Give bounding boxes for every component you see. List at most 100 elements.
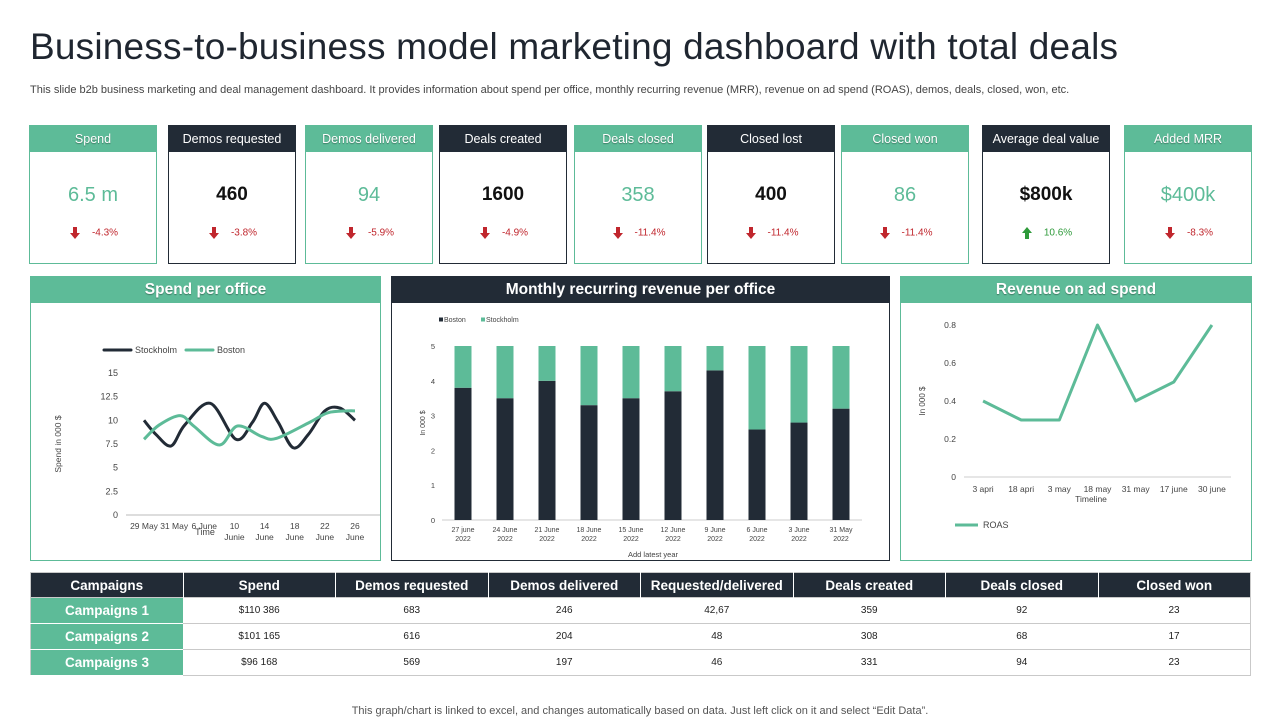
y-tick-label: 0.2 — [944, 434, 956, 444]
kpi-card-demos-requested: Demos requested 460 -3.8% — [168, 125, 296, 264]
page-subtitle: This slide b2b business marketing and de… — [30, 84, 1070, 96]
kpi-card-deals-closed: Deals closed 358 -11.4% — [574, 125, 702, 264]
x-tick-label: 9 June 2022 — [704, 527, 725, 543]
x-tick-label: 31 May 2022 — [830, 527, 853, 543]
legend-label: ROAS — [983, 520, 1009, 530]
bar-boston — [832, 408, 850, 520]
bar-stockholm — [496, 346, 514, 399]
kpi-change: -5.9% — [306, 226, 432, 240]
table-cell: 17 — [1098, 623, 1251, 650]
x-axis-title: Time — [195, 527, 215, 537]
table-cell: 308 — [793, 623, 946, 650]
x-tick-label: 26 June — [346, 521, 365, 542]
x-tick-label: 12 June 2022 — [661, 527, 686, 543]
x-tick-label: 18 may — [1084, 484, 1113, 494]
table-cell: $96 168 — [183, 649, 336, 676]
bar-boston — [664, 391, 682, 520]
kpi-card-deals-created: Deals created 1600 -4.9% — [439, 125, 567, 264]
table-cell: 204 — [488, 623, 641, 650]
x-tick-label: 6 June 2022 — [746, 527, 767, 543]
table-cell: 683 — [335, 597, 488, 624]
table-cell: $101 165 — [183, 623, 336, 650]
bar-stockholm — [622, 346, 640, 399]
bar-stockholm — [454, 346, 472, 388]
kpi-label: Spend — [30, 126, 156, 152]
roas-chart: 0 0.2 0.4 0.6 0.8 3 apri 18 apri 3 may 18 may 31 … — [918, 320, 1231, 530]
table-header-cell: Closed won — [1098, 572, 1251, 598]
table-row: Campaigns 2 $101 165 616 204 48 308 68 17 — [30, 623, 1251, 650]
table-row: Campaigns 3 $96 168 569 197 46 331 94 23 — [30, 649, 1251, 676]
x-tick-label: 24 June 2022 — [493, 527, 518, 543]
x-tick-label: 17 june — [1160, 484, 1188, 494]
footer-note: This graph/chart is linked to excel, and… — [351, 705, 929, 717]
table-cell: 46 — [640, 649, 793, 676]
kpi-change: -8.3% — [1125, 226, 1251, 240]
legend-swatch — [481, 317, 485, 322]
y-tick-label: 1 — [431, 481, 435, 490]
table-cell: 359 — [793, 597, 946, 624]
kpi-label: Deals closed — [575, 126, 701, 152]
bar-boston — [748, 429, 766, 520]
y-tick-label: 12.5 — [100, 392, 118, 402]
bar-boston — [538, 380, 556, 520]
table-header-cell: Demos delivered — [488, 572, 641, 598]
legend-label: Stockholm — [135, 345, 177, 355]
table-cell: $110 386 — [183, 597, 336, 624]
kpi-change-text: -4.9% — [501, 227, 529, 239]
arrow-down-icon — [1164, 227, 1175, 239]
table-row-header: Campaigns 3 — [30, 649, 183, 676]
table-cell: 616 — [335, 623, 488, 650]
x-tick-label: 22 June — [316, 521, 335, 542]
y-axis-title: In 000 $ — [918, 386, 927, 415]
roas-title: Revenue on ad spend — [901, 277, 1251, 303]
y-tick-label: 3 — [431, 412, 435, 421]
y-tick-label: 7.5 — [105, 439, 118, 449]
x-tick-label: 29 May — [130, 521, 159, 531]
y-axis-title: In 000 $ — [420, 410, 427, 435]
y-tick-label: 4 — [431, 377, 435, 386]
kpi-value: 400 — [755, 184, 787, 205]
table-header-row: Campaigns Spend Demos requested Demos deliv… — [30, 572, 1251, 598]
kpi-value: 358 — [621, 184, 655, 206]
y-tick-label: 0 — [431, 516, 435, 525]
x-tick-label: 18 June — [285, 521, 304, 542]
y-tick-label: 0 — [113, 510, 118, 520]
series-line-boston — [142, 409, 356, 447]
kpi-card-closed-won: Closed won 86 -11.4% — [841, 125, 969, 264]
bar-stockholm — [538, 346, 556, 381]
y-tick-label: 5 — [113, 463, 118, 473]
kpi-change-text: -11.4% — [634, 227, 666, 239]
spend-per-office-chart: 0 2.5 5 7.5 10 12.5 15 29 May 31 May 6 June 10 Juni… — [53, 345, 380, 542]
table-header-cell: Deals created — [793, 572, 946, 598]
arrow-down-icon — [612, 227, 623, 239]
table-cell: 94 — [945, 649, 1098, 676]
table-row-header: Campaigns 1 — [30, 597, 183, 624]
bar-boston — [790, 422, 808, 520]
x-tick-label: 27 june 2022 — [452, 527, 475, 543]
y-tick-label: 0.4 — [944, 396, 956, 406]
table-header-cell: Deals closed — [945, 572, 1099, 598]
kpi-change-text: -11.4% — [901, 227, 933, 239]
page-title: Business-to-business model marketing das… — [30, 26, 1119, 67]
kpi-label: Demos requested — [169, 126, 295, 152]
kpi-label: Closed won — [842, 126, 968, 152]
kpi-card-spend: Spend 6.5 m -4.3% — [29, 125, 157, 264]
kpi-change-text: -5.9% — [367, 227, 395, 239]
y-tick-label: 0 — [951, 472, 956, 482]
bar-boston — [622, 398, 640, 520]
kpi-change: -4.9% — [440, 226, 566, 240]
bar-boston — [706, 370, 724, 520]
table-cell: 569 — [335, 649, 488, 676]
kpi-change-text: 10.6% — [1043, 227, 1073, 239]
table-body: Campaigns 1 $110 386 683 246 42,67 359 92 23 Cam… — [30, 597, 1251, 676]
kpi-value: 94 — [357, 184, 381, 206]
x-tick-label: 6 June — [192, 521, 218, 531]
legend-label: Stockholm — [486, 317, 519, 324]
bar-stockholm — [706, 346, 724, 371]
x-tick-label: 3 may — [1048, 484, 1072, 494]
mrr-per-office-title: Monthly recurring revenue per office — [392, 277, 889, 303]
arrow-down-icon — [69, 227, 80, 239]
kpi-change: -4.3% — [30, 226, 156, 240]
kpi-change-text: -4.3% — [91, 227, 119, 239]
x-tick-label: 21 June 2022 — [535, 527, 560, 543]
